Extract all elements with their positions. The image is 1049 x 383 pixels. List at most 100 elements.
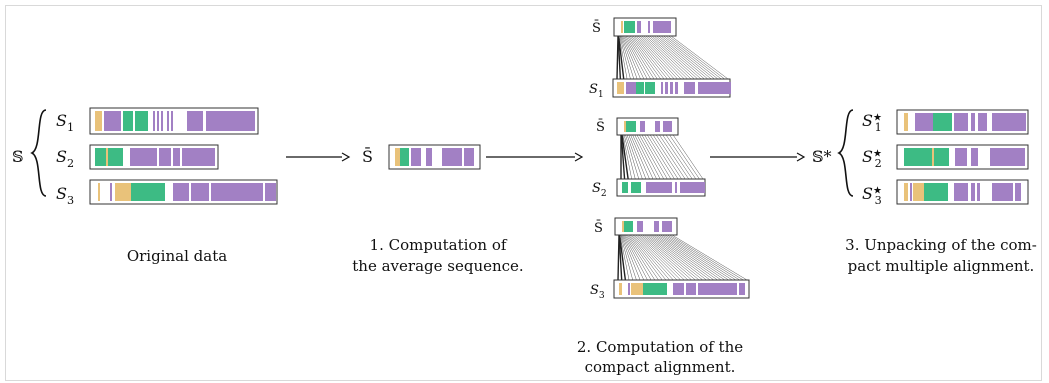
alignment-link [659,134,689,180]
caption-step1-line1: 1. Computation of [369,236,507,254]
alignment-link [660,35,715,80]
alignment-link [620,134,626,180]
average-tan-segment [395,148,400,166]
arrow-to-average-head [341,152,351,162]
original-sequence-s2 [89,144,219,170]
figure-frame [5,5,1042,381]
alignment-3-average-purple-segment [654,221,659,232]
average-green-segment [400,148,403,166]
alignment-3-sequence-purple-segment [673,283,684,295]
alignment-link [634,134,657,180]
alignment-link [652,134,682,180]
unpacked-s2-green-segment [904,148,932,166]
alignment-link [618,234,623,281]
alignment-link [667,234,740,281]
unpacked-s3-purple-segment [954,183,968,201]
unpacked-s2-tan-segment [932,148,934,166]
s2-star-label: S★ 2 [862,147,882,170]
unpacked-s2-purple-segment [971,148,978,166]
alignment-link [645,234,703,281]
alignment-link [626,35,655,80]
alignment-3-sequence-tan-segment [619,283,622,295]
alignment-link [670,35,729,80]
alignment-link [636,134,661,180]
original-sequence-s1 [89,107,259,135]
alignment-link [618,35,628,80]
alignment-link [622,234,645,281]
alignment1-bar-label: S̄ [592,20,601,36]
alignment-1-sequence-green-segment [645,82,655,94]
alignment-1-average-green-segment [627,21,635,33]
alignment-1-sequence-purple-segment [665,82,668,94]
unpacked-s3-green-segment [924,183,948,201]
alignment-link [638,234,689,281]
alignment-link [623,35,645,80]
alignment-link [632,234,674,281]
caption-step1-line2: the average sequence. [352,257,524,275]
alignment-link [617,234,620,281]
alignment-3-sequence-purple-segment [739,283,745,295]
alignment-1-average-purple-segment [648,21,650,33]
alignment-link [649,234,711,281]
alignment-2-sequence-green-segment [622,182,628,193]
unpacked-s3-tan-segment [913,183,924,201]
alignment-link [622,134,632,180]
alignment-link [624,35,648,80]
original-s1-purple-segment [167,111,169,131]
alignment-link [628,234,663,281]
original-s1-purple-segment [157,111,159,131]
alignment-2-sequence-green-segment [631,182,641,193]
alignment-1-sequence-green-segment [636,82,644,94]
alignment-3-sequence-purple-segment [628,283,630,295]
alignment-link [665,134,697,180]
caption-step3-line1: 3. Unpacking of the com- [845,236,1037,254]
alignment-link [655,234,722,281]
alignment-1-average-purple-segment [637,21,641,33]
average-purple-segment [411,148,421,166]
alignment-link [644,134,672,180]
alignment-1-sequence-purple-segment [698,82,731,94]
alignment-link [672,134,704,180]
alignment-1-sequence-purple-segment [684,82,695,94]
alignment-1 [612,17,731,98]
alignment-link [632,35,668,80]
unpacked-s2-green-segment [934,148,949,166]
alignment-link [641,134,668,180]
alignment-link [637,234,685,281]
alignment-link [630,134,650,180]
alignment-link [631,234,670,281]
caption-step3-line2: pact multiple alignment. [847,257,1035,275]
unpacked-s3-tan-segment [904,183,908,201]
unpacked-sequence-s1 [896,109,1029,135]
alignment2-bar-label: S̄ [596,119,605,135]
unpacked-s1-purple-segment [915,113,933,131]
alignment-link [625,134,640,180]
original-s2-tan-segment [106,148,108,166]
alignment-link [669,234,744,281]
alignment-link [629,35,661,80]
original-s1-green-segment [135,111,148,131]
alignment-1-sequence-tan-segment [617,82,624,94]
alignment-link [620,35,635,80]
alignment-2-sequence-purple-segment [675,182,677,193]
caption-original: Original data [126,247,228,265]
alignment-1-sequence-purple-segment [626,82,636,94]
alignment-link [643,35,688,80]
alignment-link [656,134,686,180]
alignment-link [651,234,714,281]
alignment-1-sequence-purple-segment [661,82,663,94]
original-s1-purple-segment [104,111,121,131]
alignment-link [629,234,667,281]
alignment-link [647,234,707,281]
original-s3-tan-segment [115,183,131,201]
alignment-3-sequence-purple-segment [686,283,696,295]
alignment-2-average-purple-segment [640,121,645,132]
alignment-link [621,134,629,180]
alignment-link [623,234,648,281]
original-s2-purple-segment [130,148,157,166]
alignment-link [619,35,631,80]
alignment-3-average-green-segment [627,221,633,232]
alignment-3 [613,217,750,299]
alignment-link [621,234,641,281]
